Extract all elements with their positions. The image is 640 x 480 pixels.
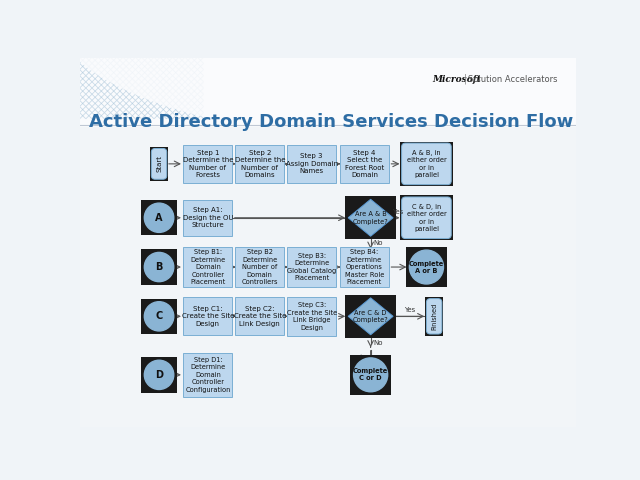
Text: No: No bbox=[373, 340, 383, 346]
FancyBboxPatch shape bbox=[236, 145, 284, 183]
FancyBboxPatch shape bbox=[402, 197, 451, 239]
FancyBboxPatch shape bbox=[184, 247, 232, 288]
Polygon shape bbox=[348, 298, 393, 335]
Circle shape bbox=[410, 250, 444, 284]
Text: Active Directory Domain Services Decision Flow: Active Directory Domain Services Decisio… bbox=[90, 113, 573, 131]
FancyBboxPatch shape bbox=[351, 355, 391, 395]
Text: Step C2:
Create the Site
Link Design: Step C2: Create the Site Link Design bbox=[234, 306, 286, 327]
Text: Step 2
Determine the
Number of
Domains: Step 2 Determine the Number of Domains bbox=[234, 150, 285, 178]
FancyBboxPatch shape bbox=[141, 200, 177, 236]
Text: Complete
C or D: Complete C or D bbox=[353, 368, 388, 381]
Text: Yes: Yes bbox=[404, 308, 416, 313]
Text: B: B bbox=[156, 262, 163, 272]
FancyBboxPatch shape bbox=[236, 247, 284, 288]
Text: C: C bbox=[156, 312, 163, 321]
Text: D: D bbox=[155, 370, 163, 380]
FancyBboxPatch shape bbox=[400, 195, 452, 240]
Ellipse shape bbox=[61, 4, 347, 127]
FancyBboxPatch shape bbox=[340, 145, 389, 183]
Circle shape bbox=[145, 360, 174, 389]
FancyBboxPatch shape bbox=[345, 295, 396, 338]
Text: Solution Accelerators: Solution Accelerators bbox=[467, 75, 557, 84]
FancyBboxPatch shape bbox=[400, 142, 452, 186]
FancyBboxPatch shape bbox=[287, 297, 336, 336]
Text: Step A1:
Design the OU
Structure: Step A1: Design the OU Structure bbox=[182, 207, 233, 228]
FancyBboxPatch shape bbox=[184, 200, 232, 236]
Text: C & D, in
either order
or in
parallel: C & D, in either order or in parallel bbox=[406, 204, 446, 232]
Text: Step B4:
Determine
Operations
Master Role
Placement: Step B4: Determine Operations Master Rol… bbox=[345, 249, 384, 285]
Text: Step 3
Assign Domain
Names: Step 3 Assign Domain Names bbox=[285, 154, 338, 174]
FancyBboxPatch shape bbox=[236, 298, 284, 335]
Text: A: A bbox=[156, 213, 163, 223]
Text: Complete
A or B: Complete A or B bbox=[409, 261, 444, 274]
Text: Are C & D
Complete?: Are C & D Complete? bbox=[353, 310, 388, 323]
FancyBboxPatch shape bbox=[80, 58, 576, 427]
FancyBboxPatch shape bbox=[340, 247, 389, 288]
FancyBboxPatch shape bbox=[184, 298, 232, 335]
Text: Start: Start bbox=[156, 156, 162, 172]
Polygon shape bbox=[348, 199, 393, 236]
Text: Step B3:
Determine
Global Catalog
Placement: Step B3: Determine Global Catalog Placem… bbox=[287, 253, 337, 281]
FancyBboxPatch shape bbox=[80, 58, 576, 127]
FancyBboxPatch shape bbox=[151, 148, 167, 179]
Circle shape bbox=[145, 302, 174, 331]
Circle shape bbox=[145, 252, 174, 282]
FancyBboxPatch shape bbox=[150, 147, 168, 181]
FancyBboxPatch shape bbox=[287, 145, 336, 183]
Text: |: | bbox=[463, 74, 467, 84]
Text: Step D1:
Determine
Domain
Controller
Configuration: Step D1: Determine Domain Controller Con… bbox=[185, 357, 230, 393]
FancyBboxPatch shape bbox=[406, 247, 447, 287]
Text: A & B, in
either order
or in
parallel: A & B, in either order or in parallel bbox=[406, 150, 446, 178]
Text: Microsoft: Microsoft bbox=[432, 75, 481, 84]
Circle shape bbox=[145, 203, 174, 232]
Text: Step 1
Determine the
Number of
Forests: Step 1 Determine the Number of Forests bbox=[182, 150, 233, 178]
Text: No: No bbox=[373, 240, 383, 247]
FancyBboxPatch shape bbox=[345, 196, 396, 240]
Text: Step 4
Select the
Forest Root
Domain: Step 4 Select the Forest Root Domain bbox=[345, 150, 384, 178]
FancyBboxPatch shape bbox=[141, 249, 177, 285]
Text: Step B1:
Determine
Domain
Controller
Placement: Step B1: Determine Domain Controller Pla… bbox=[190, 249, 225, 285]
Text: Are A & B
Complete?: Are A & B Complete? bbox=[353, 211, 388, 225]
FancyBboxPatch shape bbox=[141, 299, 177, 334]
Text: Step C3:
Create the Site
Link Bridge
Design: Step C3: Create the Site Link Bridge Des… bbox=[287, 302, 337, 331]
FancyBboxPatch shape bbox=[426, 299, 442, 334]
FancyBboxPatch shape bbox=[141, 357, 177, 393]
FancyBboxPatch shape bbox=[287, 247, 336, 288]
FancyBboxPatch shape bbox=[184, 353, 232, 397]
FancyBboxPatch shape bbox=[402, 143, 451, 185]
FancyBboxPatch shape bbox=[425, 297, 444, 336]
Text: Finished: Finished bbox=[431, 302, 437, 330]
Text: Step C1:
Create the Site
Design: Step C1: Create the Site Design bbox=[182, 306, 234, 327]
Circle shape bbox=[353, 358, 388, 392]
Text: Yes: Yes bbox=[392, 209, 403, 215]
FancyBboxPatch shape bbox=[184, 145, 232, 183]
Text: Step B2
Determine
Number of
Domain
Controllers: Step B2 Determine Number of Domain Contr… bbox=[241, 249, 278, 285]
